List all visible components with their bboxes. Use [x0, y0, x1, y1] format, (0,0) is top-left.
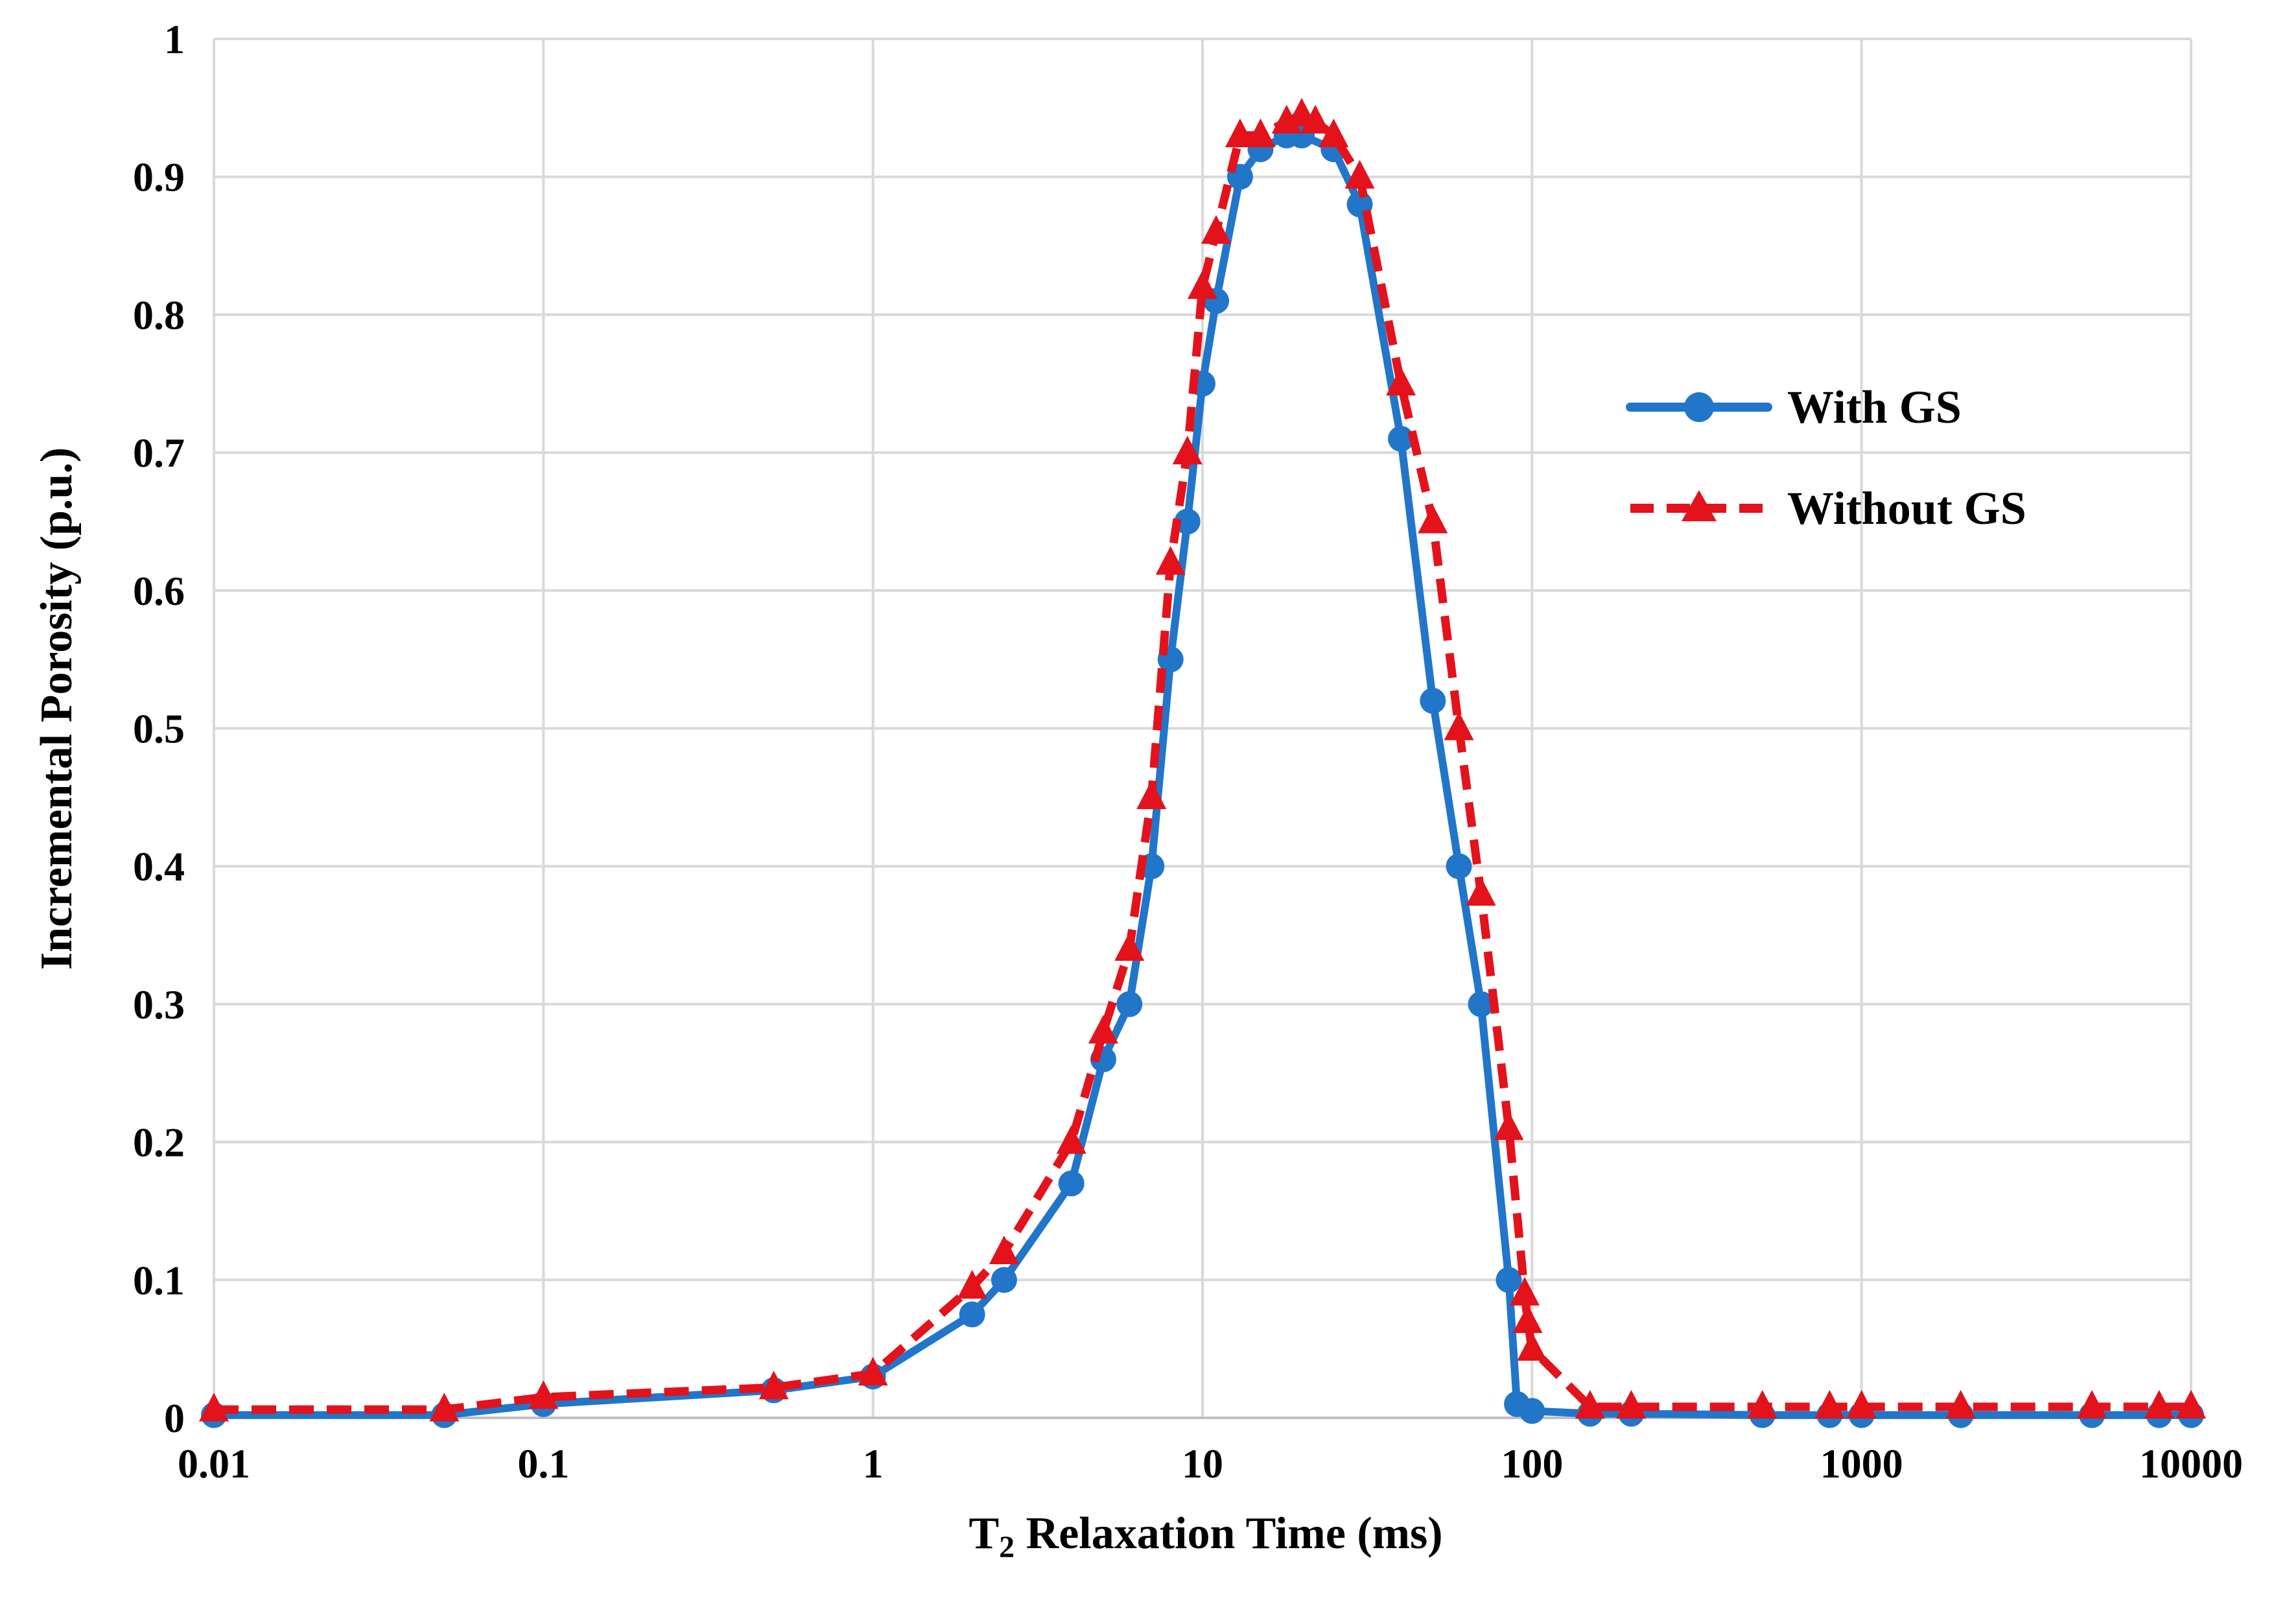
x-axis-title: T2 Relaxation Time (ms) [968, 1509, 1442, 1564]
data-point-without-gs [1494, 1111, 1524, 1140]
data-point-with-gs [1420, 687, 1446, 714]
data-point-with-gs [1496, 1267, 1522, 1293]
data-point-with-gs [959, 1301, 985, 1328]
y-tick-label: 0 [164, 1395, 185, 1441]
data-point-without-gs [957, 1269, 987, 1299]
x-tick-label: 0.01 [178, 1441, 250, 1487]
data-point-without-gs [1846, 1389, 1877, 1419]
legend-entry-with-gs: With GS [1626, 381, 1962, 433]
data-point-without-gs [1512, 1304, 1543, 1334]
data-point-without-gs [1155, 546, 1186, 575]
data-point-without-gs [1616, 1389, 1647, 1419]
x-tick-label: 1000 [1820, 1441, 1903, 1487]
grid [213, 38, 2192, 1418]
data-point-with-gs [1058, 1170, 1085, 1197]
data-point-without-gs [1188, 270, 1217, 300]
data-point-without-gs [2176, 1389, 2206, 1419]
data-point-without-gs [1344, 159, 1375, 189]
data-point-with-gs [1174, 508, 1201, 535]
data-point-without-gs [199, 1393, 229, 1422]
x-tick-label: 10000 [2139, 1441, 2243, 1487]
y-tick-label: 0.7 [133, 430, 185, 476]
data-point-without-gs [2076, 1389, 2107, 1419]
y-tick-label: 0.3 [133, 982, 185, 1028]
data-point-with-gs [991, 1267, 1017, 1293]
data-point-without-gs [2144, 1389, 2174, 1419]
data-point-without-gs [528, 1380, 559, 1409]
data-point-without-gs [1444, 711, 1474, 740]
y-axis-title: Incremental Porosity (p.u.) [32, 447, 82, 970]
data-point-without-gs [1517, 1332, 1547, 1361]
data-point-without-gs [1319, 118, 1349, 148]
x-tick-label: 0.1 [517, 1441, 569, 1487]
x-tick-label: 100 [1501, 1441, 1563, 1487]
y-tick-label: 1 [164, 16, 185, 62]
data-point-with-gs [1519, 1398, 1545, 1424]
data-point-without-gs [429, 1393, 460, 1422]
plot-series [199, 97, 2206, 1428]
data-point-with-gs [1468, 991, 1494, 1017]
data-point-without-gs [1225, 118, 1255, 148]
legend-label-with-gs: With GS [1787, 381, 1962, 433]
data-point-without-gs [1088, 1015, 1118, 1044]
data-point-without-gs [1747, 1389, 1777, 1419]
x-tick-label: 1 [863, 1441, 884, 1487]
data-point-without-gs [1945, 1389, 1976, 1419]
legend-swatch-with-gs-marker [1684, 392, 1714, 422]
data-point-without-gs [1510, 1277, 1540, 1306]
data-point-without-gs [1466, 877, 1496, 906]
data-point-without-gs [1114, 932, 1145, 961]
y-tick-label: 0.2 [133, 1120, 185, 1166]
data-point-without-gs [1300, 104, 1331, 134]
data-point-without-gs [858, 1356, 888, 1386]
data-point-with-gs [1446, 853, 1472, 880]
y-tick-label: 0.6 [133, 568, 185, 614]
legend-swatch-without-gs-marker [1682, 490, 1717, 521]
legend: With GS Without GS [1626, 381, 2026, 534]
data-point-without-gs [1418, 504, 1448, 534]
data-point-without-gs [758, 1371, 789, 1400]
legend-entry-without-gs: Without GS [1630, 482, 2026, 534]
y-tick-label: 0.1 [133, 1257, 185, 1303]
data-point-without-gs [1575, 1389, 1605, 1419]
data-point-without-gs [989, 1235, 1019, 1264]
series-without-gs [199, 97, 2206, 1422]
data-point-without-gs [1814, 1389, 1845, 1419]
data-point-without-gs [1136, 780, 1167, 810]
data-point-without-gs [1245, 118, 1276, 148]
data-point-without-gs [1386, 366, 1416, 395]
data-point-without-gs [1172, 436, 1203, 465]
data-point-with-gs [1388, 425, 1414, 452]
legend-label-without-gs: Without GS [1787, 482, 2026, 534]
data-point-without-gs [1201, 215, 1232, 244]
tick-labels: 0 0.1 0.2 0.3 0.4 0.5 0.6 0.7 0.8 0.9 1 0.01 0.1 1 10 1… [133, 16, 2243, 1487]
y-tick-label: 0.5 [133, 706, 185, 752]
y-tick-label: 0.9 [133, 154, 185, 200]
y-tick-label: 0.4 [133, 843, 185, 889]
x-tick-label: 10 [1182, 1441, 1223, 1487]
y-tick-label: 0.8 [133, 292, 185, 338]
data-point-with-gs [1116, 991, 1143, 1017]
data-point-without-gs [1056, 1125, 1086, 1154]
